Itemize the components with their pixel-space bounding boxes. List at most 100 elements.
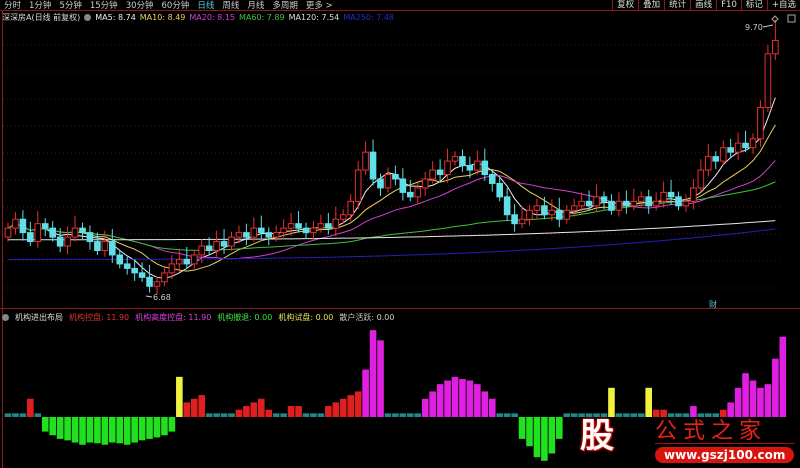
logo-url: www.gszj100.com — [655, 447, 795, 463]
toolbar-button[interactable]: +自选 — [766, 0, 800, 11]
indicator-bar — [675, 413, 682, 417]
candle-body — [161, 272, 168, 283]
indicator-bar — [354, 391, 362, 417]
candle-body — [734, 142, 742, 153]
indicator-bar — [779, 336, 787, 417]
toolbar-button[interactable]: F10 — [716, 0, 741, 11]
indicator-bar — [466, 380, 474, 417]
period-tab[interactable]: 日线 — [197, 1, 215, 11]
indicator-title: 机构进出布局 — [15, 313, 63, 322]
candle-body — [325, 223, 332, 229]
indicator-bar — [109, 417, 116, 443]
indicator-bar — [79, 417, 86, 445]
indicator-bar — [339, 398, 347, 417]
indicator-value: 机构高度控盘: 11.90 — [135, 313, 212, 322]
stock-title: 深深房A(日线 前复权) — [2, 13, 81, 22]
candle-body — [630, 200, 638, 207]
period-tab[interactable]: 月线 — [247, 1, 265, 11]
candle-body — [414, 187, 422, 198]
candle-body — [548, 209, 556, 216]
ma250-value: MA250: 7.48 — [343, 13, 395, 22]
indicator-bar — [757, 387, 764, 417]
candle-body — [481, 160, 489, 176]
toolbar-button[interactable]: 统计 — [664, 0, 690, 11]
indicator-bar — [258, 398, 265, 417]
indicator-bar — [325, 406, 332, 417]
candle-body — [399, 178, 407, 193]
candle-body — [243, 232, 250, 238]
indicator-value: 机构控盘: 11.90 — [69, 313, 130, 322]
toolbar-button[interactable]: 复权 — [612, 0, 638, 11]
candle-body — [600, 196, 608, 202]
ma5-value: MA5: 8.74 — [95, 13, 136, 22]
indicator-bar — [705, 413, 712, 417]
panel-divider[interactable] — [0, 308, 800, 309]
indicator-bar — [407, 413, 414, 417]
candle-body — [466, 165, 474, 171]
indicator-bar — [64, 417, 71, 441]
ma120-line — [7, 220, 776, 241]
candle-body — [585, 200, 593, 207]
period-tab[interactable]: 15分钟 — [89, 1, 118, 11]
period-tab[interactable]: 更多 > — [305, 1, 333, 11]
candle-body — [34, 223, 42, 243]
candle-body — [526, 209, 533, 220]
candle-body — [4, 227, 12, 238]
diamond-icon — [771, 15, 779, 23]
period-tab[interactable]: 1分钟 — [29, 1, 52, 11]
indicator-bar — [295, 406, 302, 417]
period-tab[interactable]: 周线 — [222, 1, 240, 11]
settings-icon[interactable] — [84, 14, 92, 21]
indicator-bar — [682, 413, 690, 417]
indicator-bar — [49, 417, 56, 436]
indicator-bar — [421, 398, 429, 417]
period-tab[interactable]: 分时 — [4, 1, 22, 11]
indicator-bar — [772, 358, 779, 417]
indicator-bar — [697, 413, 705, 417]
period-toolbar: 分时 1分钟 5分钟 15分钟 30分钟 60分钟 日线 周线 月线 多周期 更多 > — [0, 0, 800, 11]
candle-body — [742, 142, 749, 149]
indicator-settings-icon[interactable] — [2, 314, 9, 321]
indicator-bar — [742, 373, 749, 417]
indicator-bar — [213, 413, 220, 417]
period-tab[interactable]: 多周期 — [272, 1, 298, 11]
candle-body — [86, 232, 94, 243]
indicator-bar — [615, 413, 623, 417]
indicator-bar — [94, 417, 101, 444]
indicator-bar — [198, 395, 205, 417]
candle-body — [623, 200, 630, 207]
indicator-bar — [585, 413, 593, 417]
indicator-bar — [369, 330, 377, 417]
candle-body — [287, 223, 295, 229]
indicator-bar — [503, 413, 511, 417]
period-tab[interactable]: 5分钟 — [59, 1, 82, 11]
candle-body — [608, 200, 615, 211]
indicator-bar — [660, 409, 667, 417]
candle-body — [749, 138, 757, 149]
toolbar-button[interactable]: 叠加 — [638, 0, 664, 11]
ma250-line — [7, 228, 776, 260]
toolbar-button[interactable]: 画线 — [690, 0, 716, 11]
indicator-bar — [347, 395, 354, 417]
indicator-bar — [518, 417, 526, 439]
candle-body — [637, 196, 645, 202]
ma10-line — [7, 124, 776, 272]
toolbar-button[interactable]: 标记 — [740, 0, 767, 11]
indicator-value: 机构试盘: 0.00 — [278, 313, 334, 322]
candle-body — [645, 196, 653, 207]
candle-body — [41, 223, 49, 229]
indicator-bar — [183, 402, 191, 417]
candle-body — [712, 156, 720, 162]
candle-body — [429, 169, 436, 180]
period-tab[interactable]: 60分钟 — [161, 1, 190, 11]
period-tab[interactable]: 30分钟 — [125, 1, 154, 11]
candle-body — [719, 147, 727, 162]
indicator-bar — [541, 417, 548, 461]
candle-body — [697, 169, 705, 189]
indicator-bar — [481, 391, 489, 417]
indicator-bar — [645, 387, 652, 417]
candle-body — [772, 39, 779, 55]
candle-body — [727, 147, 734, 153]
candle-body — [220, 241, 228, 247]
